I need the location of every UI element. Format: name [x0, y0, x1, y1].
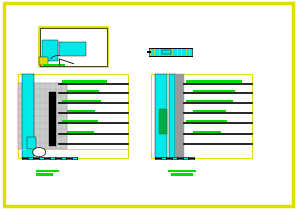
Bar [33, 158, 39, 159]
Bar [186, 100, 233, 102]
Bar [155, 157, 194, 159]
Bar [43, 64, 65, 66]
Bar [171, 173, 193, 176]
Bar [175, 74, 184, 158]
Bar [22, 157, 77, 159]
Bar [166, 158, 172, 159]
Bar [188, 158, 194, 159]
Bar [177, 158, 183, 159]
Bar [62, 80, 107, 83]
Bar [59, 42, 86, 56]
Bar [193, 110, 226, 112]
Bar [162, 50, 171, 54]
Bar [159, 109, 167, 134]
Bar [148, 48, 192, 56]
Bar [193, 90, 235, 92]
Bar [147, 51, 151, 53]
Bar [67, 90, 99, 92]
Bar [18, 83, 67, 149]
Bar [169, 74, 175, 158]
Bar [49, 92, 56, 146]
Bar [36, 170, 59, 172]
Bar [67, 110, 95, 112]
Bar [18, 74, 128, 158]
Bar [193, 131, 221, 133]
Bar [36, 173, 53, 176]
Bar [40, 28, 107, 66]
Bar [55, 158, 61, 159]
Circle shape [33, 148, 46, 157]
Bar [62, 120, 98, 122]
Bar [22, 158, 28, 159]
Bar [155, 74, 167, 158]
Bar [42, 40, 58, 61]
Bar [44, 158, 50, 159]
Bar [39, 27, 108, 67]
Bar [62, 100, 101, 102]
Bar [168, 170, 196, 172]
Bar [151, 74, 252, 158]
Bar [39, 57, 48, 65]
Bar [27, 137, 36, 149]
Bar [66, 158, 72, 159]
Bar [67, 131, 94, 133]
Bar [186, 80, 242, 83]
Bar [186, 120, 227, 122]
Bar [22, 74, 34, 158]
Bar [155, 158, 161, 159]
